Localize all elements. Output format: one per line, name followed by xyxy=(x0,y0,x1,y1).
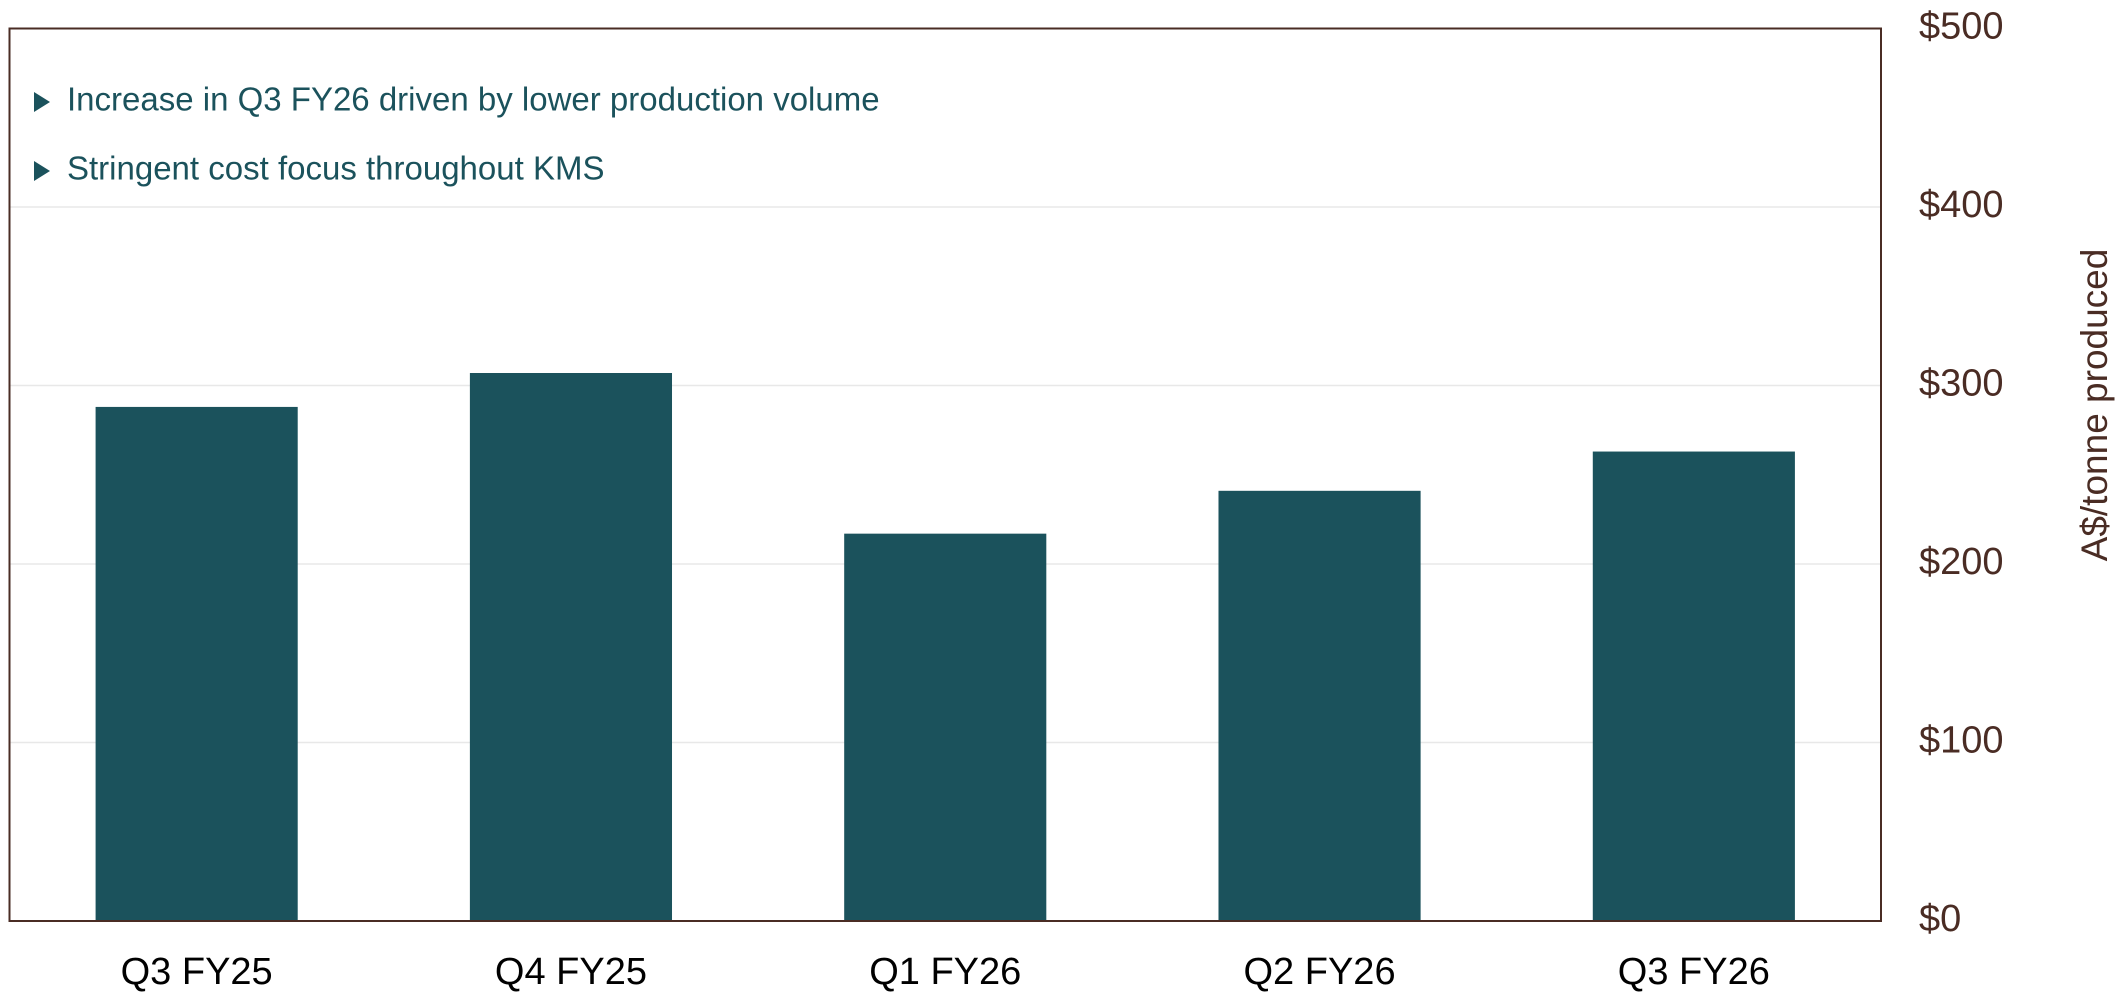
bullet xyxy=(34,161,50,181)
y-tick-label: $0 xyxy=(1919,898,1961,940)
bar xyxy=(1218,490,1421,921)
x-tick-label: Q2 FY26 xyxy=(1244,951,1396,993)
annotation: Stringent cost focus throughout KMS xyxy=(67,150,604,187)
annotations: Increase in Q3 FY26 driven by lower prod… xyxy=(34,81,880,187)
x-tick-label: Q3 FY26 xyxy=(1618,951,1770,993)
bullet xyxy=(34,92,50,112)
bar xyxy=(95,406,298,921)
y-tick-label: $400 xyxy=(1919,184,2004,226)
x-tick-label: Q3 FY25 xyxy=(121,951,273,993)
y-tick-label: $100 xyxy=(1919,720,2004,762)
y-tick-label: $300 xyxy=(1919,363,2004,405)
x-tick-label: Q1 FY26 xyxy=(869,951,1021,993)
x-tick-label: Q4 FY25 xyxy=(495,951,647,993)
bar xyxy=(844,533,1047,921)
y-tick-label: $500 xyxy=(1919,6,2004,48)
y-axis-title: A$/tonne produced xyxy=(2074,249,2115,562)
y-tick-label: $200 xyxy=(1919,541,2004,583)
bar xyxy=(469,373,673,921)
annotation: Increase in Q3 FY26 driven by lower prod… xyxy=(67,81,880,118)
bar xyxy=(1592,451,1795,921)
plot-frame xyxy=(8,27,1882,922)
